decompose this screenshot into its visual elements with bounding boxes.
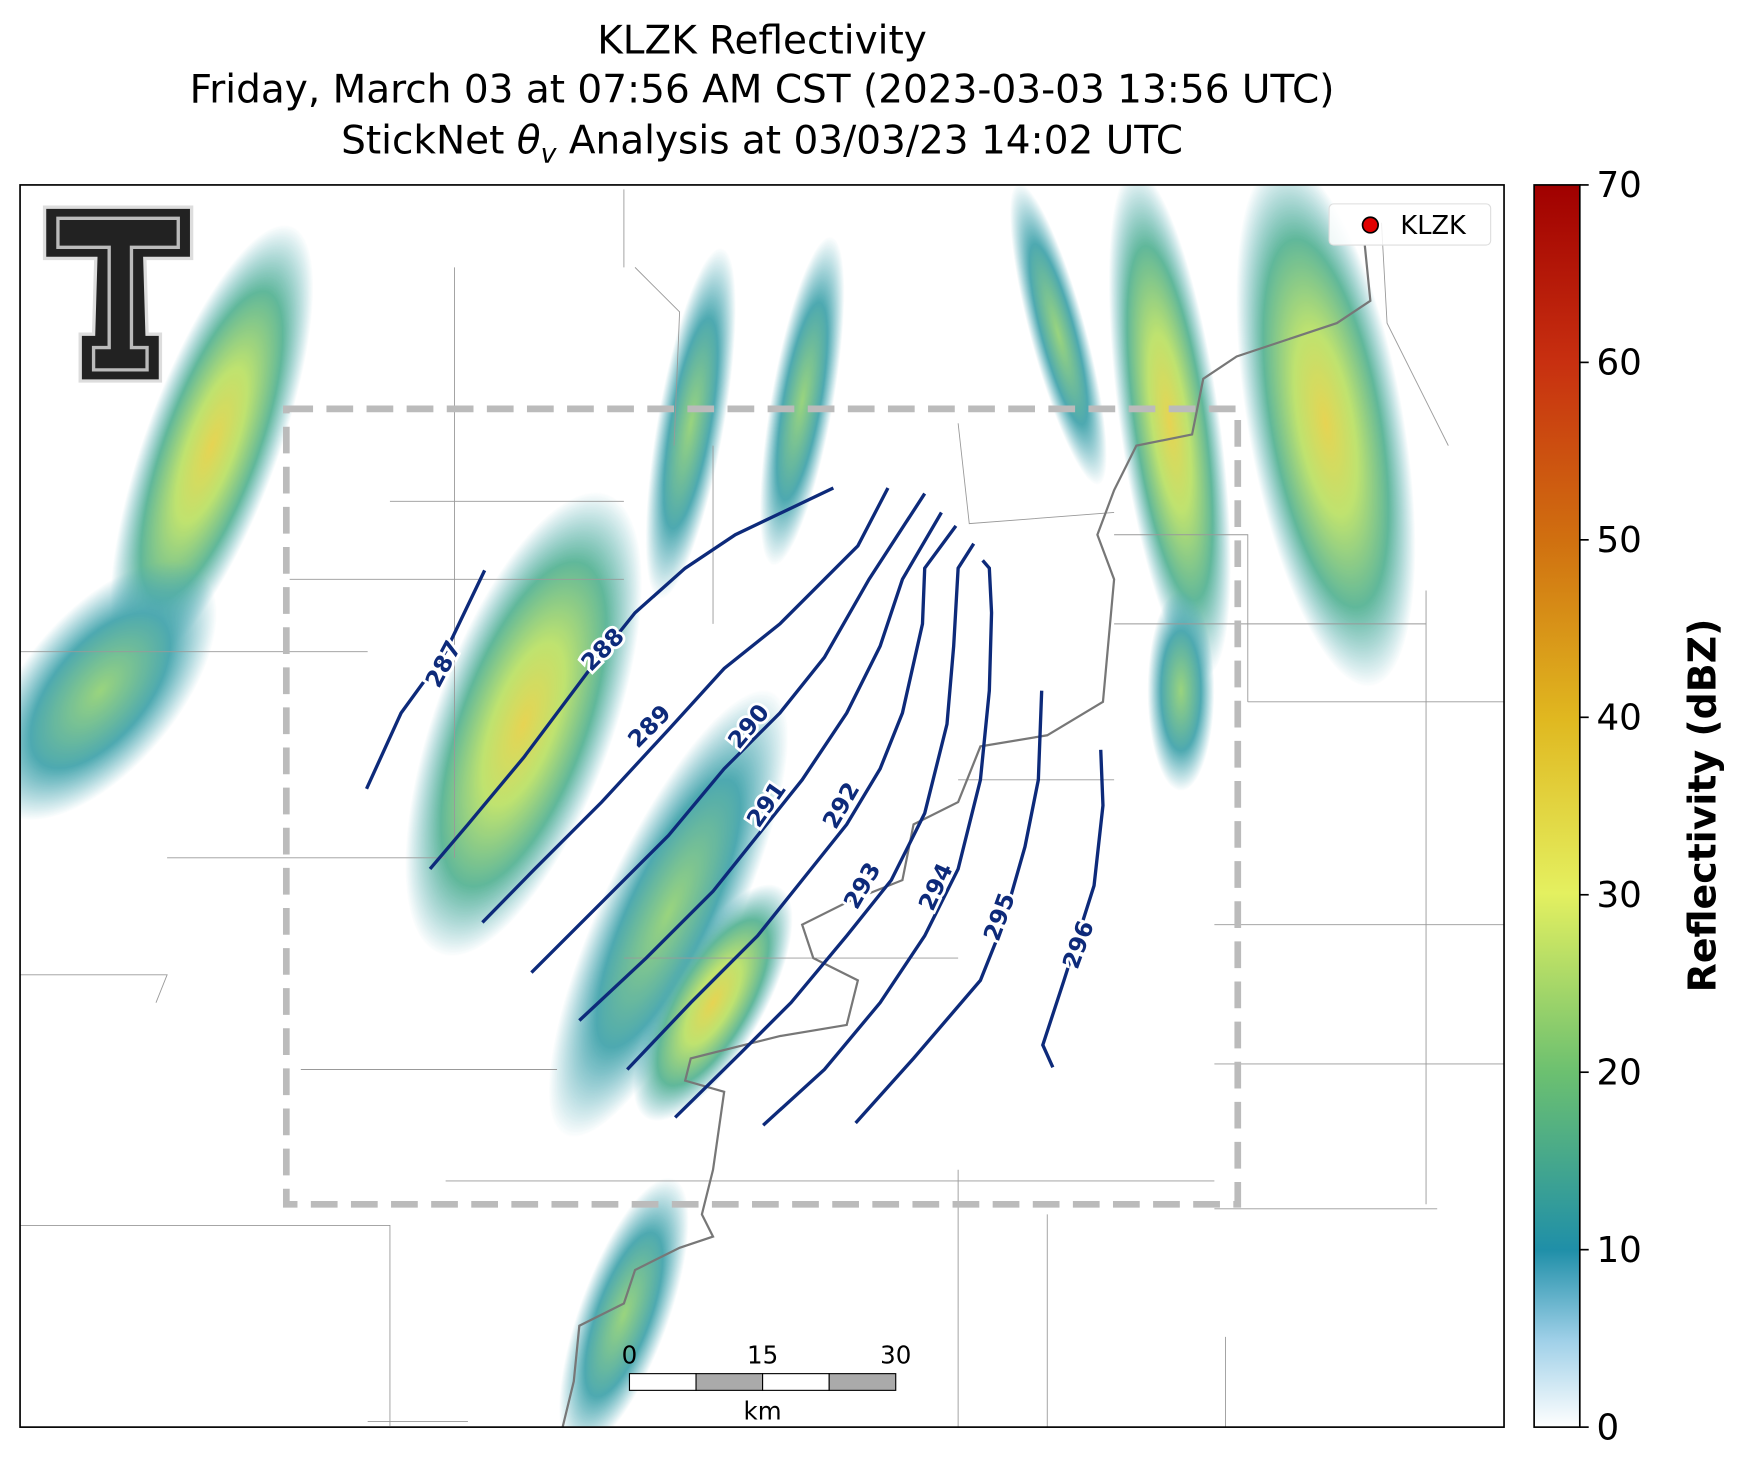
colorbar-tick-label: 30 (1597, 875, 1642, 916)
contour-line (530, 492, 927, 974)
analysis-title: StickNet θv Analysis at 03/03/23 14:02 U… (341, 119, 1183, 170)
scale-tick-label: 30 (880, 1341, 911, 1370)
scale-tick-label: 0 (622, 1341, 638, 1370)
analysis-domain (282, 405, 1242, 1208)
colorbar-tick-label: 10 (1597, 1230, 1642, 1271)
state-line (561, 244, 1372, 1428)
scale-tick-label: 15 (747, 1341, 778, 1370)
colorbar-tick-label: 70 (1597, 165, 1642, 206)
contour-label: 296 (1057, 917, 1100, 972)
scale-segment (628, 1373, 697, 1391)
contour-line (673, 542, 976, 1119)
title: KLZK Reflectivity (597, 18, 927, 63)
contour-line (428, 486, 835, 871)
legend-box (1328, 203, 1492, 246)
colorbar-tick-label: 60 (1597, 343, 1642, 384)
scale-segment (828, 1373, 897, 1391)
colorbar (1533, 184, 1581, 1428)
colorbar-tick-label: 50 (1597, 520, 1642, 561)
subtitle: Friday, March 03 at 07:56 AM CST (2023-0… (190, 67, 1335, 112)
contour-line (762, 559, 994, 1127)
scale-unit: km (744, 1396, 782, 1425)
contour-line (481, 487, 890, 924)
legend-label: KLZK (1400, 211, 1467, 241)
map-frame (19, 184, 1505, 1428)
legend-marker (1361, 216, 1379, 234)
logo (42, 205, 194, 383)
contour-label: 295 (978, 889, 1021, 944)
colorbar-tick-label: 0 (1597, 1407, 1620, 1448)
analysis-title-after (556, 119, 568, 164)
theta-symbol: θ (517, 119, 541, 164)
contour-line (578, 511, 943, 1022)
contour-label: 294 (913, 859, 959, 915)
theta-subscript: v (541, 139, 558, 170)
echoes (20, 184, 1416, 1428)
analysis-title-before: StickNet (341, 119, 504, 164)
contour-line (854, 690, 1044, 1125)
scale-bar: 0 15 30 km (622, 1341, 912, 1426)
scale-segment (762, 1373, 830, 1391)
analysis-title-after-text: Analysis at 03/03/23 14:02 UTC (569, 119, 1183, 164)
colorbar-label: Reflectivity (dBZ) (1681, 619, 1725, 993)
scale-segment (695, 1373, 764, 1391)
colorbar-ticks: 0 10 20 30 40 50 60 70 (1579, 165, 1642, 1448)
contour-line (1041, 749, 1105, 1068)
colorbar-tick-label: 20 (1597, 1052, 1642, 1093)
contour-label: 289 (622, 699, 676, 753)
contour-label: 293 (838, 857, 887, 913)
contour-line (365, 569, 487, 790)
county-lines (20, 189, 1505, 1428)
legend: KLZK (1328, 203, 1492, 246)
contour-line (626, 524, 958, 1071)
colorbar-tick-label: 40 (1597, 698, 1642, 739)
